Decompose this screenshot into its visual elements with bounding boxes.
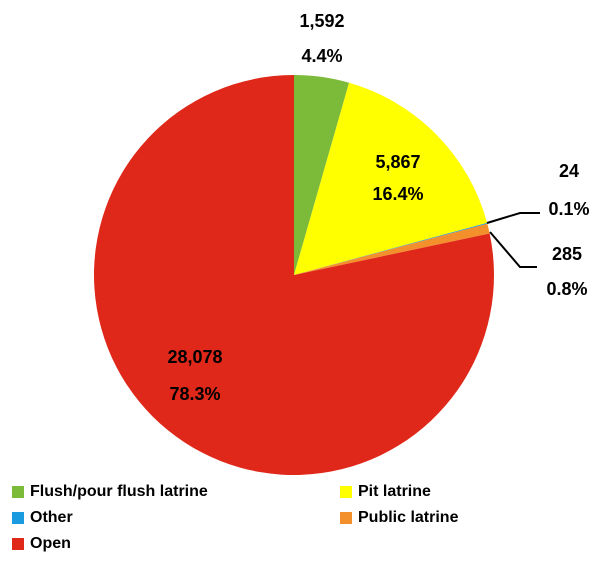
- legend-swatch: [340, 512, 352, 524]
- data-label: 5,867: [375, 152, 420, 172]
- leader-line: [486, 212, 540, 224]
- leader-line: [489, 231, 537, 268]
- pie-slice: [294, 82, 488, 275]
- legend-swatch: [12, 538, 24, 550]
- data-label: 28,078: [167, 347, 222, 367]
- legend-label: Open: [30, 535, 71, 552]
- legend-label: Flush/pour flush latrine: [30, 483, 208, 500]
- legend-label: Pit latrine: [358, 483, 431, 500]
- data-label: 1,592: [299, 11, 344, 31]
- legend-swatch: [12, 512, 24, 524]
- legend-label: Public latrine: [358, 509, 459, 526]
- legend-label: Other: [30, 509, 73, 526]
- data-label: 24: [559, 161, 579, 181]
- data-label: 78.3%: [169, 384, 220, 404]
- pie-slice: [93, 75, 494, 475]
- data-label: 285: [552, 244, 582, 264]
- pie-slice: [294, 223, 490, 275]
- legend-swatch: [340, 486, 352, 498]
- pie-slice: [294, 222, 488, 275]
- data-label: 0.1%: [548, 199, 589, 219]
- data-label: 4.4%: [301, 46, 342, 66]
- data-label: 16.4%: [372, 184, 423, 204]
- legend-swatch: [12, 486, 24, 498]
- data-label: 0.8%: [546, 279, 587, 299]
- pie-slice: [294, 75, 350, 275]
